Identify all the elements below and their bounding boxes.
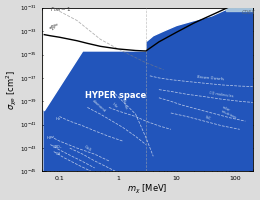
- Text: CDEX: CDEX: [242, 10, 255, 15]
- Text: $F_{\rm DM} = 1$: $F_{\rm DM} = 1$: [50, 5, 72, 14]
- Text: HYPER space: HYPER space: [85, 91, 146, 100]
- Text: iHe: iHe: [111, 102, 118, 109]
- Text: diamond: diamond: [91, 98, 107, 113]
- Text: $\sigma_{\chi e}^{\rm max}$: $\sigma_{\chi e}^{\rm max}$: [48, 21, 61, 35]
- Text: solar
neutrinos: solar neutrinos: [220, 105, 239, 120]
- Text: CBD$_2$: CBD$_2$: [52, 143, 63, 151]
- Polygon shape: [226, 8, 253, 11]
- Text: Cd: Cd: [55, 152, 61, 156]
- Text: He$^+$: He$^+$: [47, 134, 56, 142]
- Text: SiC: SiC: [204, 115, 212, 121]
- Polygon shape: [44, 10, 253, 171]
- Text: CO molecules: CO molecules: [208, 91, 233, 99]
- Polygon shape: [44, 8, 226, 111]
- Y-axis label: $\sigma_{\chi e}$ [cm$^2$]: $\sigma_{\chi e}$ [cm$^2$]: [4, 70, 19, 110]
- X-axis label: $m_\chi$ [MeV]: $m_\chi$ [MeV]: [127, 183, 167, 196]
- Text: Brown Dwarfs: Brown Dwarfs: [197, 75, 224, 81]
- Text: GaS: GaS: [83, 145, 92, 153]
- Text: He: He: [55, 117, 61, 121]
- Text: silicon: silicon: [120, 97, 127, 110]
